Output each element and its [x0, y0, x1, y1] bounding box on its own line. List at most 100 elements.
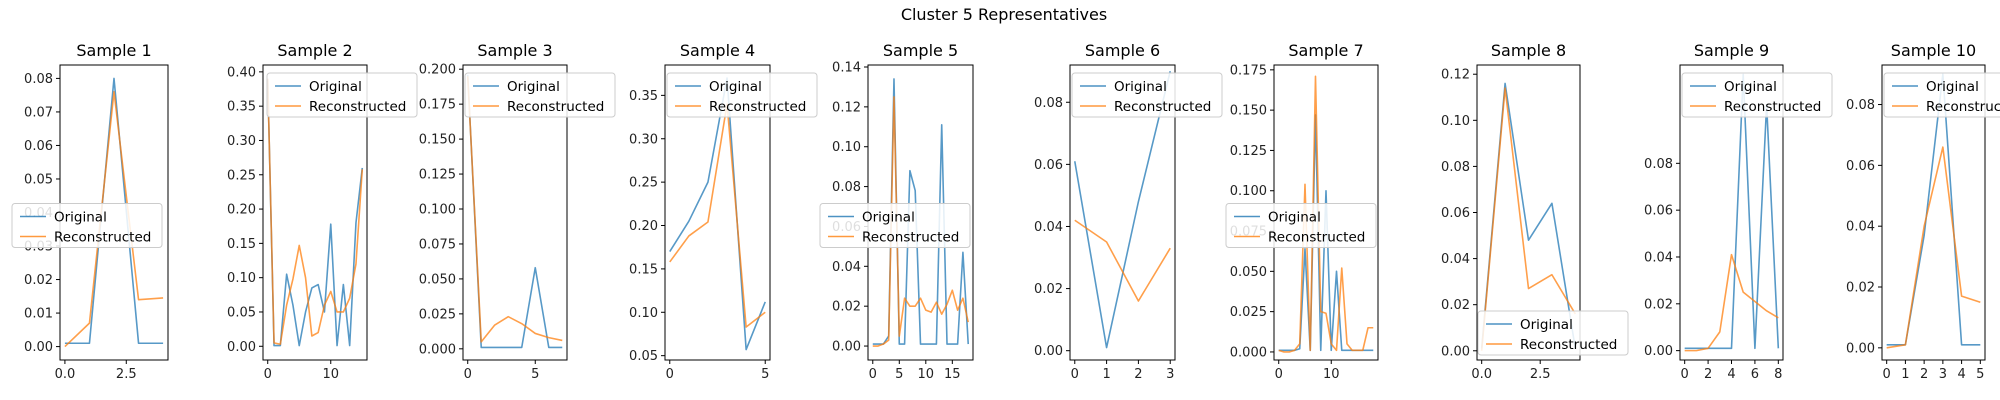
y-tick-label: 0.04	[1441, 252, 1470, 267]
y-tick-label: 0.00	[1644, 344, 1673, 359]
legend-entry: Reconstructed	[507, 99, 604, 115]
legend-entry: Reconstructed	[709, 99, 806, 115]
panel-title: Sample 9	[1694, 41, 1769, 60]
legend-box	[819, 203, 971, 248]
x-tick-label: 5	[895, 367, 903, 382]
axes-frame	[1069, 64, 1176, 361]
x-tick-label: 3	[1939, 367, 1947, 382]
y-tick-label: 0.01	[24, 307, 53, 322]
y-tick-label: 0.08	[24, 72, 53, 87]
y-tick-label: 0.125	[419, 168, 456, 183]
chart-panel: Sample 3 0.000 0.025 0.050 0.075 0.100 0.125 0.…	[419, 41, 616, 382]
chart-panel: Sample 4 0.05 0.10 0.15 0.20 0.25 0.30 0.35 0 5 Or…	[629, 41, 818, 382]
x-tick-label: 15	[944, 367, 961, 382]
y-tick-label: 0.150	[419, 133, 456, 148]
panel-title: Sample 1	[76, 41, 151, 60]
legend-entry: Reconstructed	[1926, 99, 2000, 115]
y-tick-label: 0.075	[419, 237, 456, 252]
panel-title: Sample 5	[883, 41, 958, 60]
y-tick-label: 0.14	[832, 60, 861, 75]
y-tick-label: 0.10	[227, 271, 256, 286]
legend-entry: Original	[1114, 79, 1167, 95]
y-tick-label: 0.02	[1846, 281, 1875, 296]
x-tick-label: 2.5	[1530, 367, 1551, 382]
legend: Original Reconstructed	[1681, 72, 1833, 118]
panels: Sample 10.000.010.020.030.040.050.060.07…	[11, 41, 2000, 382]
y-tick-label: 0.175	[1230, 63, 1267, 78]
y-tick-label: 0.08	[1644, 157, 1673, 172]
y-tick-label: 0.00	[1034, 344, 1063, 359]
panel-title: Sample 8	[1491, 41, 1566, 60]
legend: Original Reconstructed	[1477, 310, 1629, 356]
y-tick-label: 0.00	[24, 340, 53, 355]
y-tick-label: 0.35	[629, 89, 658, 104]
x-tick-label: 4	[1957, 367, 1965, 382]
series-line-original	[466, 74, 563, 349]
x-tick-label: 10	[1323, 367, 1340, 382]
x-tick-label: 4	[1727, 367, 1735, 382]
y-tick-label: 0.30	[227, 134, 256, 149]
x-tick-label: 0	[1681, 367, 1689, 382]
series-line-reconstructed	[1684, 253, 1779, 352]
panel-title: Sample 6	[1085, 41, 1160, 60]
series-line-original	[64, 77, 164, 345]
x-tick-label: 6	[1751, 367, 1759, 382]
y-tick-label: 0.08	[1034, 96, 1063, 111]
y-tick-label: 0.00	[832, 340, 861, 355]
series-line-reconstructed	[1886, 146, 1981, 349]
x-tick-label: 10	[918, 367, 935, 382]
y-tick-label: 0.35	[227, 100, 256, 115]
panel-title: Sample 10	[1891, 41, 1976, 60]
y-tick-label: 0.150	[1230, 104, 1267, 119]
legend: Original Reconstructed	[1071, 72, 1223, 118]
x-tick-label: 1	[1901, 367, 1909, 382]
x-tick-label: 0	[264, 367, 272, 382]
legend-entry: Reconstructed	[1724, 99, 1821, 115]
y-tick-label: 0.15	[629, 262, 658, 277]
series-line-reconstructed	[266, 78, 364, 346]
legend: Original Reconstructed	[666, 72, 818, 118]
y-tick-label: 0.06	[24, 139, 53, 154]
y-tick-label: 0.06	[1441, 206, 1470, 221]
series-line-original	[1684, 73, 1780, 350]
y-tick-label: 0.00	[1441, 344, 1470, 359]
y-tick-label: 0.06	[1034, 158, 1063, 173]
y-tick-label: 0.07	[24, 105, 53, 120]
axes-frame	[664, 64, 771, 361]
series-line-reconstructed	[669, 103, 766, 328]
x-tick-label: 0	[1275, 367, 1283, 382]
chart-panel: Sample 10.000.010.020.030.040.050.060.07…	[11, 41, 169, 382]
y-tick-label: 0.05	[24, 172, 53, 187]
y-tick-label: 0.050	[419, 272, 456, 287]
series-line-reconstructed	[1480, 87, 1577, 351]
x-tick-label: 5	[1976, 367, 1984, 382]
legend: Original Reconstructed	[266, 72, 418, 118]
panel-title: Sample 3	[477, 41, 552, 60]
legend: Original Reconstructed	[819, 203, 971, 248]
y-tick-label: 0.02	[1034, 282, 1063, 297]
y-tick-label: 0.05	[227, 305, 256, 320]
y-tick-label: 0.30	[629, 132, 658, 147]
axes-frame	[462, 64, 568, 361]
axes-frame	[1881, 64, 1986, 361]
legend-box	[1681, 72, 1833, 118]
legend-entry: Original	[309, 79, 362, 95]
panel-title: Sample 7	[1288, 41, 1363, 60]
panel-title: Sample 2	[277, 41, 352, 60]
y-tick-label: 0.02	[24, 273, 53, 288]
y-tick-label: 0.02	[832, 300, 861, 315]
y-tick-label: 0.04	[832, 260, 861, 275]
legend-entry: Original	[1520, 317, 1573, 333]
legend-entry: Original	[709, 79, 762, 95]
chart-panel: Sample 70.0000.0250.0500.0750.1000.1250.…	[1225, 41, 1379, 382]
legend-entry: Reconstructed	[1114, 99, 1211, 115]
legend-entry: Original	[54, 210, 107, 226]
legend-box	[266, 72, 418, 118]
series-line-original	[266, 78, 364, 347]
y-tick-label: 0.025	[1230, 305, 1267, 320]
x-tick-label: 0	[666, 367, 674, 382]
legend: Original Reconstructed	[11, 203, 163, 248]
chart-panel: Sample 50.000.020.040.060.080.100.120.14…	[819, 41, 974, 382]
x-tick-label: 8	[1774, 367, 1782, 382]
y-tick-label: 0.04	[1034, 220, 1063, 235]
